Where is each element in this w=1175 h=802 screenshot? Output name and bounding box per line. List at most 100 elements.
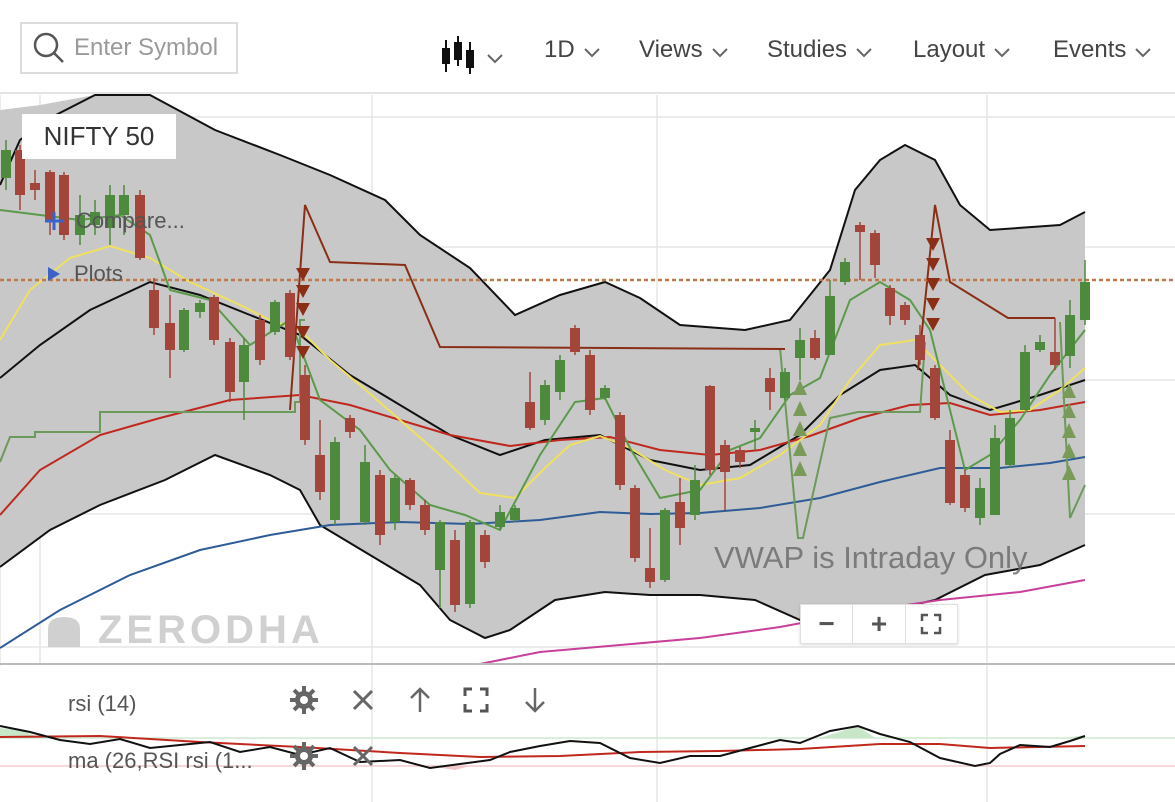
candle-body [300,375,310,440]
chevron-down-icon [1135,48,1152,58]
candle-body [330,442,340,520]
candle-body [1035,342,1045,350]
symbol-search[interactable] [20,22,238,74]
candle-body [209,297,219,340]
candle-body [930,368,940,418]
candle-body [555,360,565,392]
menu-events-label: Events [1053,36,1127,63]
minus-icon: − [818,608,835,639]
rsi-panel-background [0,666,1175,802]
plots-toggle[interactable]: Plots [46,261,123,287]
candle-body [1050,352,1060,365]
candle-body [75,215,85,235]
candle-body [345,418,355,432]
arrow-down-icon[interactable] [523,686,547,714]
plots-label: Plots [74,261,123,286]
candle-body [465,522,475,604]
candle-body [239,345,249,382]
candle-body [570,328,580,352]
candle-body [750,428,760,432]
candle-body [450,540,460,605]
zoom-controls: − + [800,604,958,644]
candle-body [1080,282,1090,320]
fullscreen-button[interactable] [906,605,957,643]
candle-body [270,302,280,332]
candle-body [840,262,850,282]
close-icon[interactable] [351,688,375,712]
magenta-moving-average [479,579,1086,665]
ma-panel-label: ma (26,RSI rsi (1... [68,748,253,773]
rsi-line [0,724,1086,770]
candle-body [900,305,910,320]
candle-body [885,288,895,316]
candle-body [149,290,159,328]
menu-layout-label: Layout [913,36,986,63]
expand-icon[interactable] [463,687,489,713]
candle-body [90,212,100,225]
chevron-down-icon [487,54,503,64]
candle-body [1,150,11,178]
menu-events[interactable]: Events [1053,36,1152,64]
sell-markers [296,238,940,359]
search-input[interactable] [72,33,226,63]
bollinger-middle [0,280,1086,472]
menu-views[interactable]: Views [639,36,729,64]
chart-type-menu[interactable] [440,36,504,76]
candle-body [195,303,205,312]
compare-button[interactable]: Compare... [44,208,185,234]
candle-body [15,150,25,195]
menu-views-label: Views [639,36,703,63]
candle-body [540,385,550,420]
gear-icon[interactable] [289,741,319,771]
candle-body [495,512,505,527]
candle-body [660,510,670,580]
bollinger-upper [0,94,1086,332]
candle-body [165,323,175,350]
menu-studies[interactable]: Studies [767,36,873,64]
candle-body [765,378,775,392]
candle-body [480,535,490,562]
candle-body [405,480,415,505]
candle-body [975,488,985,518]
candle-body [225,342,235,392]
candle-body [525,402,535,428]
candle-body [45,172,55,220]
menu-studies-label: Studies [767,36,848,63]
candle-body [630,488,640,558]
candle-body [285,293,295,357]
close-icon[interactable] [351,744,375,768]
candle-body [720,445,730,472]
candle-body [30,183,40,190]
candle-body [795,340,805,358]
candle-body [59,175,69,235]
candle-body [915,335,925,360]
rsi-panel-label: rsi (14) [68,691,137,716]
candle-body [119,195,129,215]
candle-body [360,462,370,522]
buy-markers [793,380,1076,480]
candle-body [255,320,265,360]
candle-body [315,455,325,492]
zoom-in-button[interactable]: + [853,605,906,643]
candle-body [645,568,655,582]
menu-layout[interactable]: Layout [913,36,1011,64]
yellow-moving-average [0,244,1086,500]
candle-body [435,522,445,570]
vwap-notice: VWAP is Intraday Only [714,540,1028,575]
candle-body [780,372,790,398]
candle-body [105,195,115,228]
menu-interval[interactable]: 1D [544,36,601,64]
compare-label: Compare... [76,208,185,233]
zoom-out-button[interactable]: − [801,605,854,643]
candle-body [420,505,430,530]
gear-icon[interactable] [289,685,319,715]
candle-body [135,195,145,258]
candles [1,140,1090,612]
candle-body [375,475,385,535]
candle-body [1065,315,1075,356]
chevron-down-icon [994,48,1010,58]
search-icon [33,32,64,63]
arrow-up-icon[interactable] [408,686,432,714]
candle-body [390,478,400,522]
